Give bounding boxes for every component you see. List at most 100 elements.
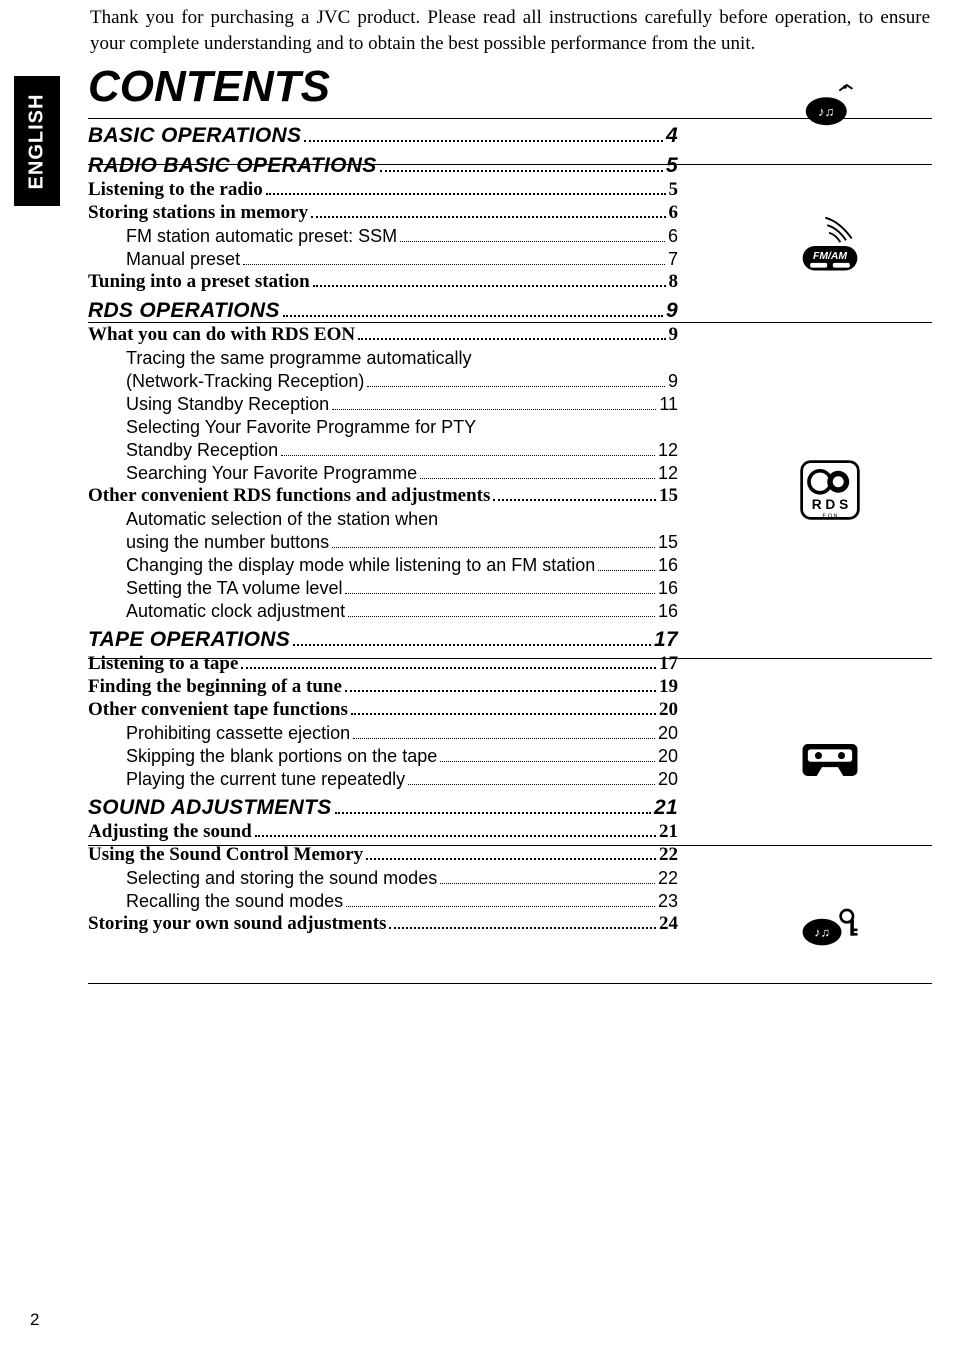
toc-label: BASIC OPERATIONS [88, 124, 301, 148]
toc-page: 16 [658, 578, 678, 599]
toc-bold-item: Using the Sound Control Memory22 [88, 844, 678, 866]
toc-page: 20 [658, 746, 678, 767]
toc-section-heading: SOUND ADJUSTMENTS 21 [88, 796, 678, 820]
toc-section-heading: RADIO BASIC OPERATIONS5 [88, 154, 678, 178]
toc-page: 24 [659, 913, 678, 935]
toc-label: Listening to the radio [88, 179, 263, 201]
toc-page: 15 [658, 532, 678, 553]
toc-label: Recalling the sound modes [126, 891, 343, 912]
toc-page: 20 [659, 699, 678, 721]
toc-page: 21 [659, 821, 678, 843]
cassette-icon [795, 730, 865, 790]
toc-page: 19 [659, 676, 678, 698]
toc-page: 22 [659, 844, 678, 866]
toc-leader [332, 537, 655, 548]
sound-key-icon: ♪♫ [795, 895, 865, 955]
toc-label: Storing stations in memory [88, 202, 308, 224]
toc-section-heading: BASIC OPERATIONS 4 [88, 124, 678, 148]
toc-leader [420, 468, 655, 479]
toc-label: using the number buttons [126, 532, 329, 553]
toc-leader [335, 801, 652, 814]
toc-label: Selecting and storing the sound modes [126, 868, 437, 889]
toc-label: Manual preset [126, 249, 240, 270]
toc-leader [346, 896, 655, 907]
toc-sub-item: Standby Reception12 [88, 440, 678, 461]
toc-sub-item: Automatic clock adjustment 16 [88, 601, 678, 622]
svg-text:FM/AM: FM/AM [813, 251, 847, 262]
toc-page: 6 [669, 202, 679, 224]
toc-sub-item-continuation: Selecting Your Favorite Programme for PT… [88, 417, 678, 438]
toc-leader [367, 376, 665, 387]
language-tab: ENGLISH [14, 76, 60, 206]
language-tab-label: ENGLISH [26, 93, 49, 189]
toc-section-heading: TAPE OPERATIONS 17 [88, 628, 678, 652]
toc-leader [440, 751, 655, 762]
toc-sub-item: Selecting and storing the sound modes 22 [88, 868, 678, 889]
toc-leader [353, 728, 655, 739]
toc-sub-item: Playing the current tune repeatedly20 [88, 769, 678, 790]
svg-text:R D S: R D S [812, 497, 849, 512]
toc-sub-item: Recalling the sound modes 23 [88, 891, 678, 912]
toc-label: What you can do with RDS EON [88, 324, 355, 346]
toc-label: Storing your own sound adjustments [88, 913, 386, 935]
toc-label: Searching Your Favorite Programme [126, 463, 417, 484]
toc-label: RDS OPERATIONS [88, 299, 280, 323]
toc-page: 9 [668, 371, 678, 392]
toc-label: Setting the TA volume level [126, 578, 342, 599]
toc-bold-item: Storing stations in memory 6 [88, 202, 678, 224]
toc-page: 5 [666, 154, 678, 178]
toc-bold-item: Tuning into a preset station 8 [88, 271, 678, 293]
toc-leader [255, 826, 656, 837]
toc-label: Adjusting the sound [88, 821, 252, 843]
toc-page: 9 [666, 299, 678, 323]
toc-section-heading: RDS OPERATIONS 9 [88, 299, 678, 323]
toc-sub-item: Searching Your Favorite Programme 12 [88, 463, 678, 484]
svg-text:♪♫: ♪♫ [818, 104, 834, 119]
toc-leader [281, 445, 655, 456]
toc-bold-item: Other convenient tape functions 20 [88, 699, 678, 721]
toc-sub-item: Changing the display mode while listenin… [88, 555, 678, 576]
toc-label: Listening to a tape [88, 653, 238, 675]
toc-leader [493, 490, 656, 501]
toc-page: 22 [658, 868, 678, 889]
toc-leader [400, 231, 665, 242]
toc-page: 23 [658, 891, 678, 912]
contents-title: CONTENTS [88, 62, 330, 112]
toc-page: 20 [658, 723, 678, 744]
toc-label: Standby Reception [126, 440, 278, 461]
toc-leader [283, 304, 663, 317]
toc-bold-item: Listening to the radio5 [88, 179, 678, 201]
toc-page: 21 [654, 796, 678, 820]
toc-label: Finding the beginning of a tune [88, 676, 342, 698]
toc-bold-item: Storing your own sound adjustments 24 [88, 913, 678, 935]
toc-sub-item: using the number buttons 15 [88, 532, 678, 553]
toc-page: 16 [658, 555, 678, 576]
toc-leader [332, 399, 656, 410]
toc-label: SOUND ADJUSTMENTS [88, 796, 332, 820]
toc-page: 11 [659, 394, 678, 415]
toc-label: TAPE OPERATIONS [88, 628, 290, 652]
toc-page: 17 [654, 628, 678, 652]
svg-text:♪♫: ♪♫ [814, 926, 830, 940]
toc-label: Other convenient tape functions [88, 699, 348, 721]
toc-page: 9 [669, 324, 679, 346]
toc-label: Tuning into a preset station [88, 271, 310, 293]
rds-eon-icon: R D S E O N [795, 460, 865, 520]
svg-text:E O N: E O N [823, 513, 838, 519]
toc-label: Changing the display mode while listenin… [126, 555, 595, 576]
toc-page: 16 [658, 601, 678, 622]
toc-sub-item: Using Standby Reception11 [88, 394, 678, 415]
toc-label: FM station automatic preset: SSM [126, 226, 397, 247]
toc-label: Playing the current tune repeatedly [126, 769, 405, 790]
toc-page: 12 [658, 463, 678, 484]
toc-sub-item-continuation: Tracing the same programme automatically [88, 348, 678, 369]
toc-leader [440, 873, 655, 884]
toc-label: Skipping the blank portions on the tape [126, 746, 437, 767]
toc-label: Automatic clock adjustment [126, 601, 345, 622]
toc-page: 8 [669, 271, 679, 293]
toc-sub-item: Prohibiting cassette ejection20 [88, 723, 678, 744]
toc-page: 4 [666, 124, 678, 148]
toc-sub-item: Manual preset7 [88, 249, 678, 270]
toc-label: Other convenient RDS functions and adjus… [88, 485, 490, 507]
music-note-icon: ♪♫ [795, 70, 865, 130]
